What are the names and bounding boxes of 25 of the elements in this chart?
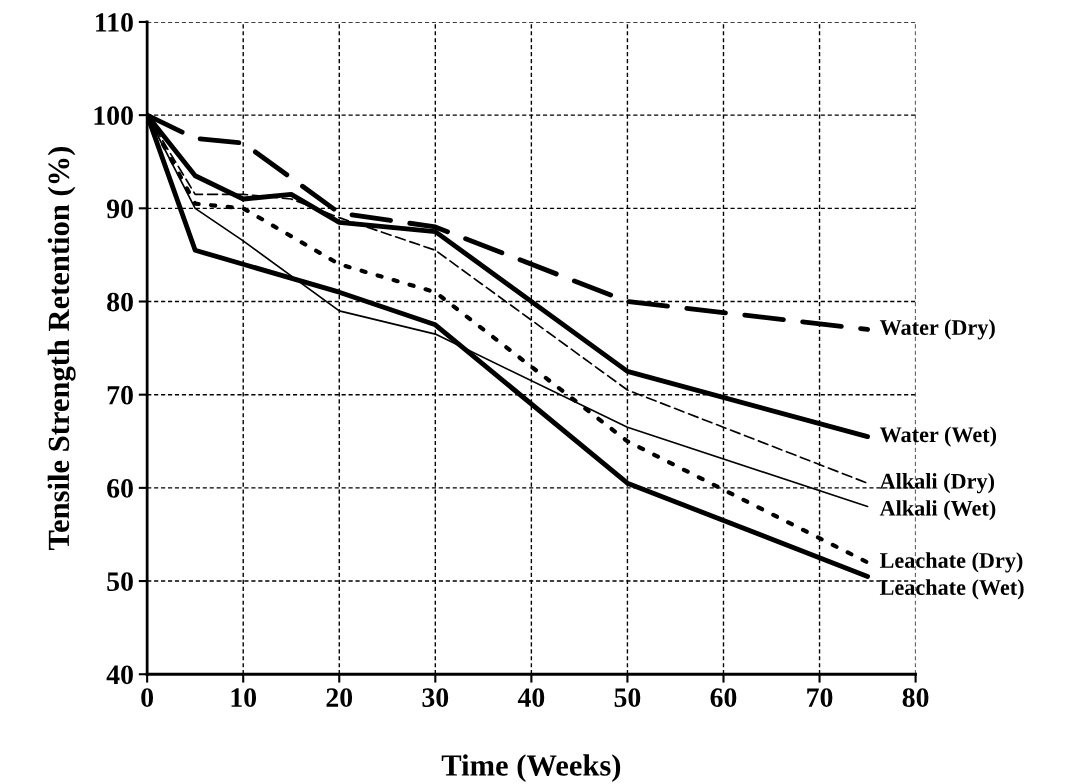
- x-tick-label: 0: [141, 688, 154, 707]
- y-tick-label: 80: [107, 292, 133, 312]
- x-tick-label: 70: [807, 688, 833, 707]
- series-label: Alkali (Wet): [879, 500, 996, 521]
- series-label: Leachate (Dry): [879, 552, 1023, 573]
- x-tick-label: 80: [902, 688, 929, 707]
- y-tick-label: 90: [106, 199, 133, 219]
- series-label: Water (Dry): [879, 319, 995, 340]
- x-axis-title: Time (Weeks): [441, 754, 621, 782]
- series-label: Leachate (Wet): [879, 579, 1024, 600]
- y-tick-label: 110: [96, 13, 133, 32]
- x-tick-label: 50: [614, 688, 641, 707]
- x-tick-label: 60: [710, 688, 737, 707]
- x-tick-label: 40: [517, 688, 545, 707]
- series-label: Alkali (Dry): [879, 473, 995, 494]
- x-tick-label: 30: [422, 688, 449, 707]
- y-tick-label: 70: [107, 385, 133, 405]
- x-tick-label: 10: [231, 688, 257, 707]
- x-tick-label: 20: [326, 688, 353, 707]
- series-label: Water (Wet): [879, 426, 997, 447]
- y-tick-label: 40: [106, 665, 133, 685]
- y-axis-title: Tensile Strength Retention (%): [47, 146, 76, 551]
- y-tick-label: 100: [94, 106, 133, 126]
- y-tick-label: 60: [107, 479, 133, 498]
- y-tick-label: 50: [107, 572, 133, 591]
